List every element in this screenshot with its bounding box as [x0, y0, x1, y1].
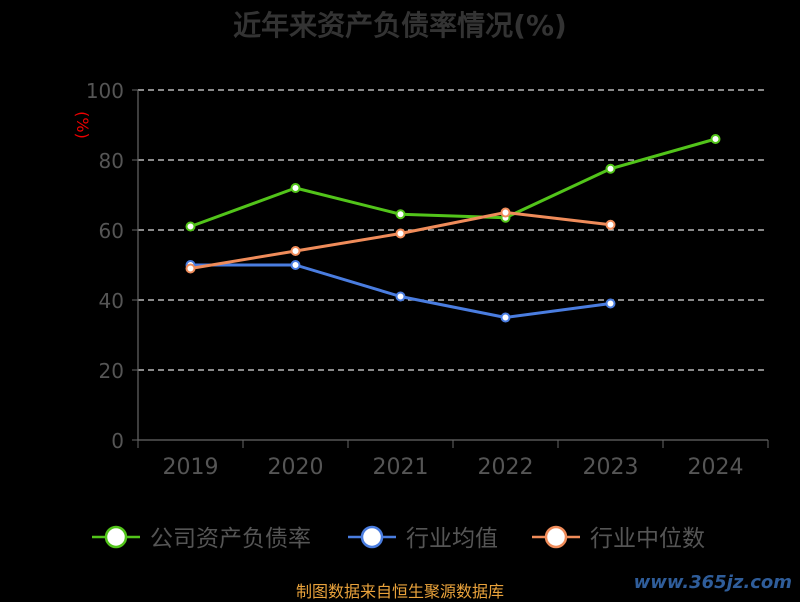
data-point — [500, 207, 511, 218]
data-point — [185, 263, 196, 274]
legend-label: 公司资产负债率 — [150, 526, 311, 552]
data-point — [395, 209, 406, 220]
data-point — [605, 219, 616, 230]
data-point — [290, 260, 301, 270]
data-point — [185, 221, 196, 232]
data-point — [290, 183, 301, 193]
data-point — [710, 134, 721, 144]
legend-marker — [544, 525, 568, 549]
y-tick-label: 60 — [99, 219, 124, 243]
y-tick-label: 100 — [86, 79, 124, 103]
y-tick-label: 20 — [99, 359, 124, 383]
x-tick-label: 2024 — [688, 455, 744, 480]
data-point — [395, 291, 406, 302]
watermark: www.365jz.com — [633, 572, 792, 593]
x-tick-label: 2022 — [478, 455, 534, 480]
chart-title: 近年来资产负债率情况(%) — [233, 9, 567, 42]
legend-label: 行业均值 — [406, 526, 498, 552]
x-tick-label: 2023 — [583, 455, 639, 480]
legend-marker — [104, 525, 128, 549]
data-point — [290, 246, 301, 256]
x-tick-label: 2019 — [163, 455, 219, 480]
data-point — [605, 298, 616, 309]
y-tick-label: 80 — [99, 149, 124, 173]
y-tick-label: 0 — [111, 429, 124, 453]
data-point — [500, 312, 511, 323]
y-axis-label: (%) — [73, 111, 92, 139]
series-line-0 — [189, 137, 716, 228]
data-point — [395, 228, 406, 239]
legend-label: 行业中位数 — [590, 526, 705, 552]
x-tick-label: 2020 — [268, 455, 324, 480]
series-line-1 — [190, 263, 611, 319]
y-tick-label: 40 — [99, 289, 124, 313]
source-note: 制图数据来自恒生聚源数据库 — [295, 582, 504, 601]
x-tick-label: 2021 — [373, 455, 429, 480]
legend-marker — [360, 525, 384, 549]
data-point — [605, 163, 616, 174]
series-line-2 — [190, 211, 611, 270]
